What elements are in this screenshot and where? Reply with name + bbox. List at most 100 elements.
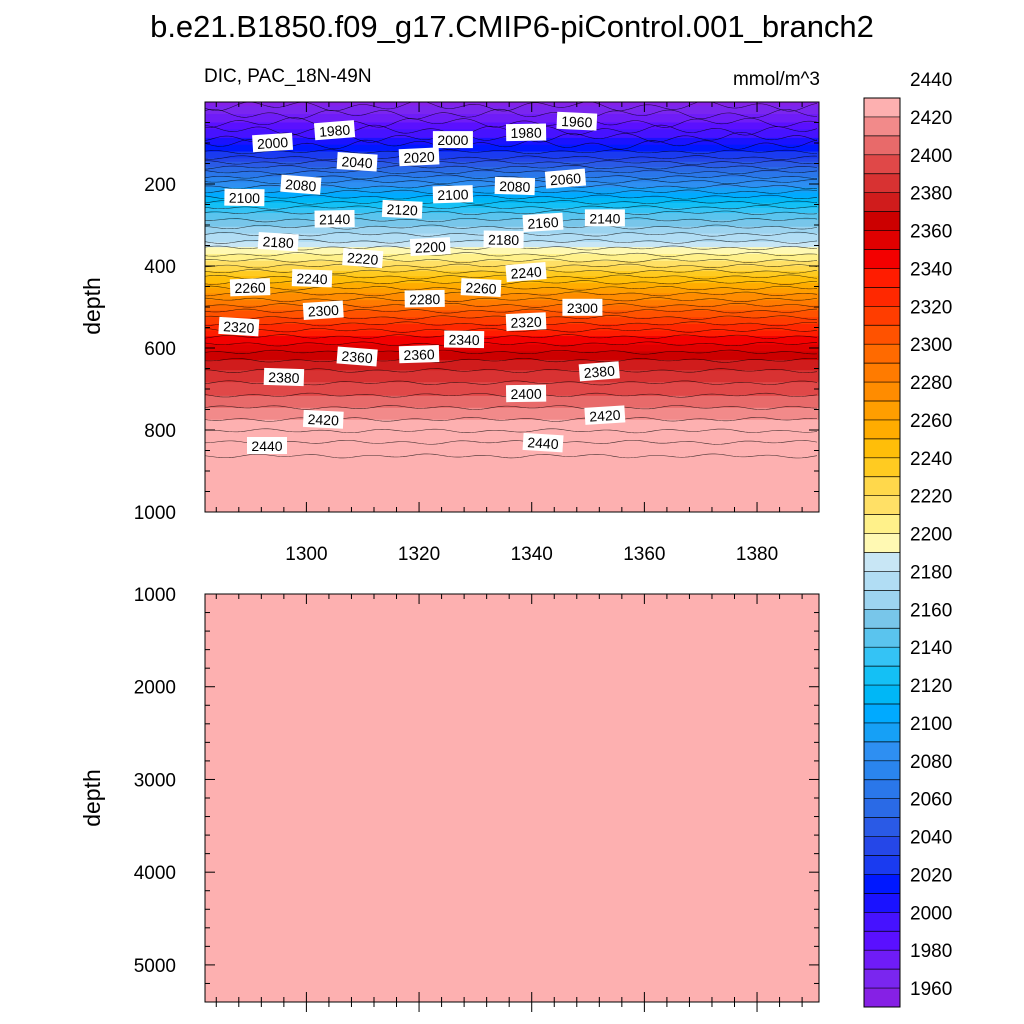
- upper-fill-band: [205, 349, 819, 353]
- contour-label-text: 2080: [499, 178, 531, 195]
- colorbar-swatch: [864, 98, 900, 118]
- upper-fill-band: [205, 491, 819, 494]
- contour-label-text: 2060: [549, 170, 582, 188]
- upper-fill-band: [205, 204, 819, 207]
- upper-fill-band: [205, 469, 819, 472]
- contour-line: [205, 149, 818, 155]
- colorbar-swatch: [864, 116, 900, 137]
- contour-line: [205, 453, 818, 459]
- upper-fill-band: [205, 214, 819, 218]
- upper-fill-band: [205, 154, 819, 158]
- upper-fill-band: [205, 307, 819, 310]
- contour-label-text: 2000: [437, 132, 468, 148]
- upper-fill-band: [205, 103, 819, 107]
- upper-fill-band: [205, 419, 819, 423]
- colorbar-tick-label: 2420: [910, 108, 952, 129]
- contour-line: [205, 217, 818, 223]
- upper-fill-band: [205, 370, 819, 373]
- upper-fill-band: [205, 151, 819, 154]
- contour-label: 2320: [505, 312, 547, 332]
- contour-label: 2260: [229, 278, 271, 297]
- upper-fill-band: [205, 474, 819, 477]
- contour-label: 2280: [404, 289, 445, 308]
- contour-label-text: 2260: [234, 279, 266, 296]
- colorbar-tick-label: 2320: [910, 297, 952, 318]
- upper-fill-band: [205, 471, 819, 474]
- upper-fill-band: [205, 341, 819, 344]
- contour-label-text: 2420: [307, 411, 339, 428]
- upper-fill-band: [205, 371, 819, 375]
- colorbar-tick-label: 2040: [910, 828, 952, 849]
- upper-fill-band: [205, 153, 819, 156]
- contour-label: 2360: [336, 346, 378, 367]
- upper-fill-band: [205, 195, 819, 199]
- contour-label: 2100: [432, 185, 474, 204]
- contour-label: 2180: [257, 231, 299, 252]
- contour-label-text: 2280: [409, 291, 441, 307]
- upper-fill-band: [205, 260, 819, 264]
- contour-line: [205, 108, 818, 120]
- colorbar-swatch: [864, 438, 900, 459]
- contour-line: [205, 285, 818, 291]
- colorbar-tick-label: 2240: [910, 449, 952, 470]
- upper-fill-band: [205, 194, 819, 197]
- upper-fill-band: [205, 472, 819, 476]
- colorbar-swatch: [864, 874, 900, 894]
- upper-fill-band: [205, 115, 819, 118]
- upper-fill-band: [205, 289, 819, 293]
- colorbar-swatch: [864, 325, 900, 345]
- upper-fill-band: [205, 428, 819, 431]
- upper-fill-band: [205, 455, 819, 458]
- upper-fill-band: [205, 141, 819, 144]
- contour-label-text: 2160: [527, 214, 559, 232]
- upper-fill-band: [205, 250, 819, 253]
- upper-fill-band: [205, 424, 819, 428]
- upper-fill-band: [205, 421, 819, 424]
- colorbar-tick-label: 2200: [910, 525, 952, 546]
- upper-fill-band: [205, 172, 819, 175]
- contour-line: [205, 291, 818, 297]
- contour-label-text: 2320: [223, 318, 255, 336]
- upper-fill-band: [205, 479, 819, 482]
- x-tick-label: 1380: [736, 544, 778, 565]
- upper-fill-band: [205, 209, 819, 212]
- contour-line: [205, 439, 818, 445]
- upper-fill-band: [205, 353, 819, 356]
- contour-line: [205, 368, 818, 373]
- upper-fill-band: [205, 418, 819, 421]
- upper-fill-band: [205, 291, 819, 294]
- upper-fill-band: [205, 500, 819, 503]
- contour-line: [205, 341, 818, 347]
- upper-fill-band: [205, 383, 819, 387]
- upper-fill-band: [205, 438, 819, 441]
- colorbar-swatch: [864, 363, 900, 383]
- contour-label-text: 2140: [589, 210, 620, 226]
- contour-label-text: 2300: [567, 300, 598, 316]
- y-tick-label: 3000: [134, 770, 176, 791]
- colorbar-swatch: [864, 457, 900, 478]
- y-tick-label: 1000: [134, 503, 176, 524]
- contour-label: 2400: [505, 384, 547, 403]
- contour-line: [205, 327, 818, 333]
- upper-fill-band: [205, 501, 819, 505]
- colorbar-swatch: [864, 249, 900, 269]
- colorbar-swatch: [864, 893, 900, 913]
- contour-label: 2240: [505, 262, 547, 283]
- contour-label-text: 2200: [414, 238, 446, 255]
- upper-fill-band: [205, 423, 819, 426]
- contour-label: 1980: [505, 123, 547, 142]
- colorbar-swatch: [864, 779, 900, 799]
- colorbar-swatch: [864, 287, 900, 307]
- upper-fill-band: [205, 218, 819, 221]
- x-tick-label: 1360: [623, 544, 665, 565]
- contour-label-text: 2180: [262, 233, 294, 251]
- contour-label-text: 2080: [285, 176, 318, 194]
- contour-label-text: 2440: [527, 434, 559, 452]
- upper-fill-band: [205, 366, 819, 370]
- upper-plot-area: 1980 1980 1960 2000 2000 2040 2020 2100 2080 2100…: [205, 102, 819, 512]
- upper-fill-band: [205, 284, 819, 288]
- upper-fill-band: [205, 414, 819, 417]
- upper-fill-band: [205, 301, 819, 305]
- contour-label: 2240: [291, 269, 333, 288]
- upper-fill-band: [205, 380, 819, 383]
